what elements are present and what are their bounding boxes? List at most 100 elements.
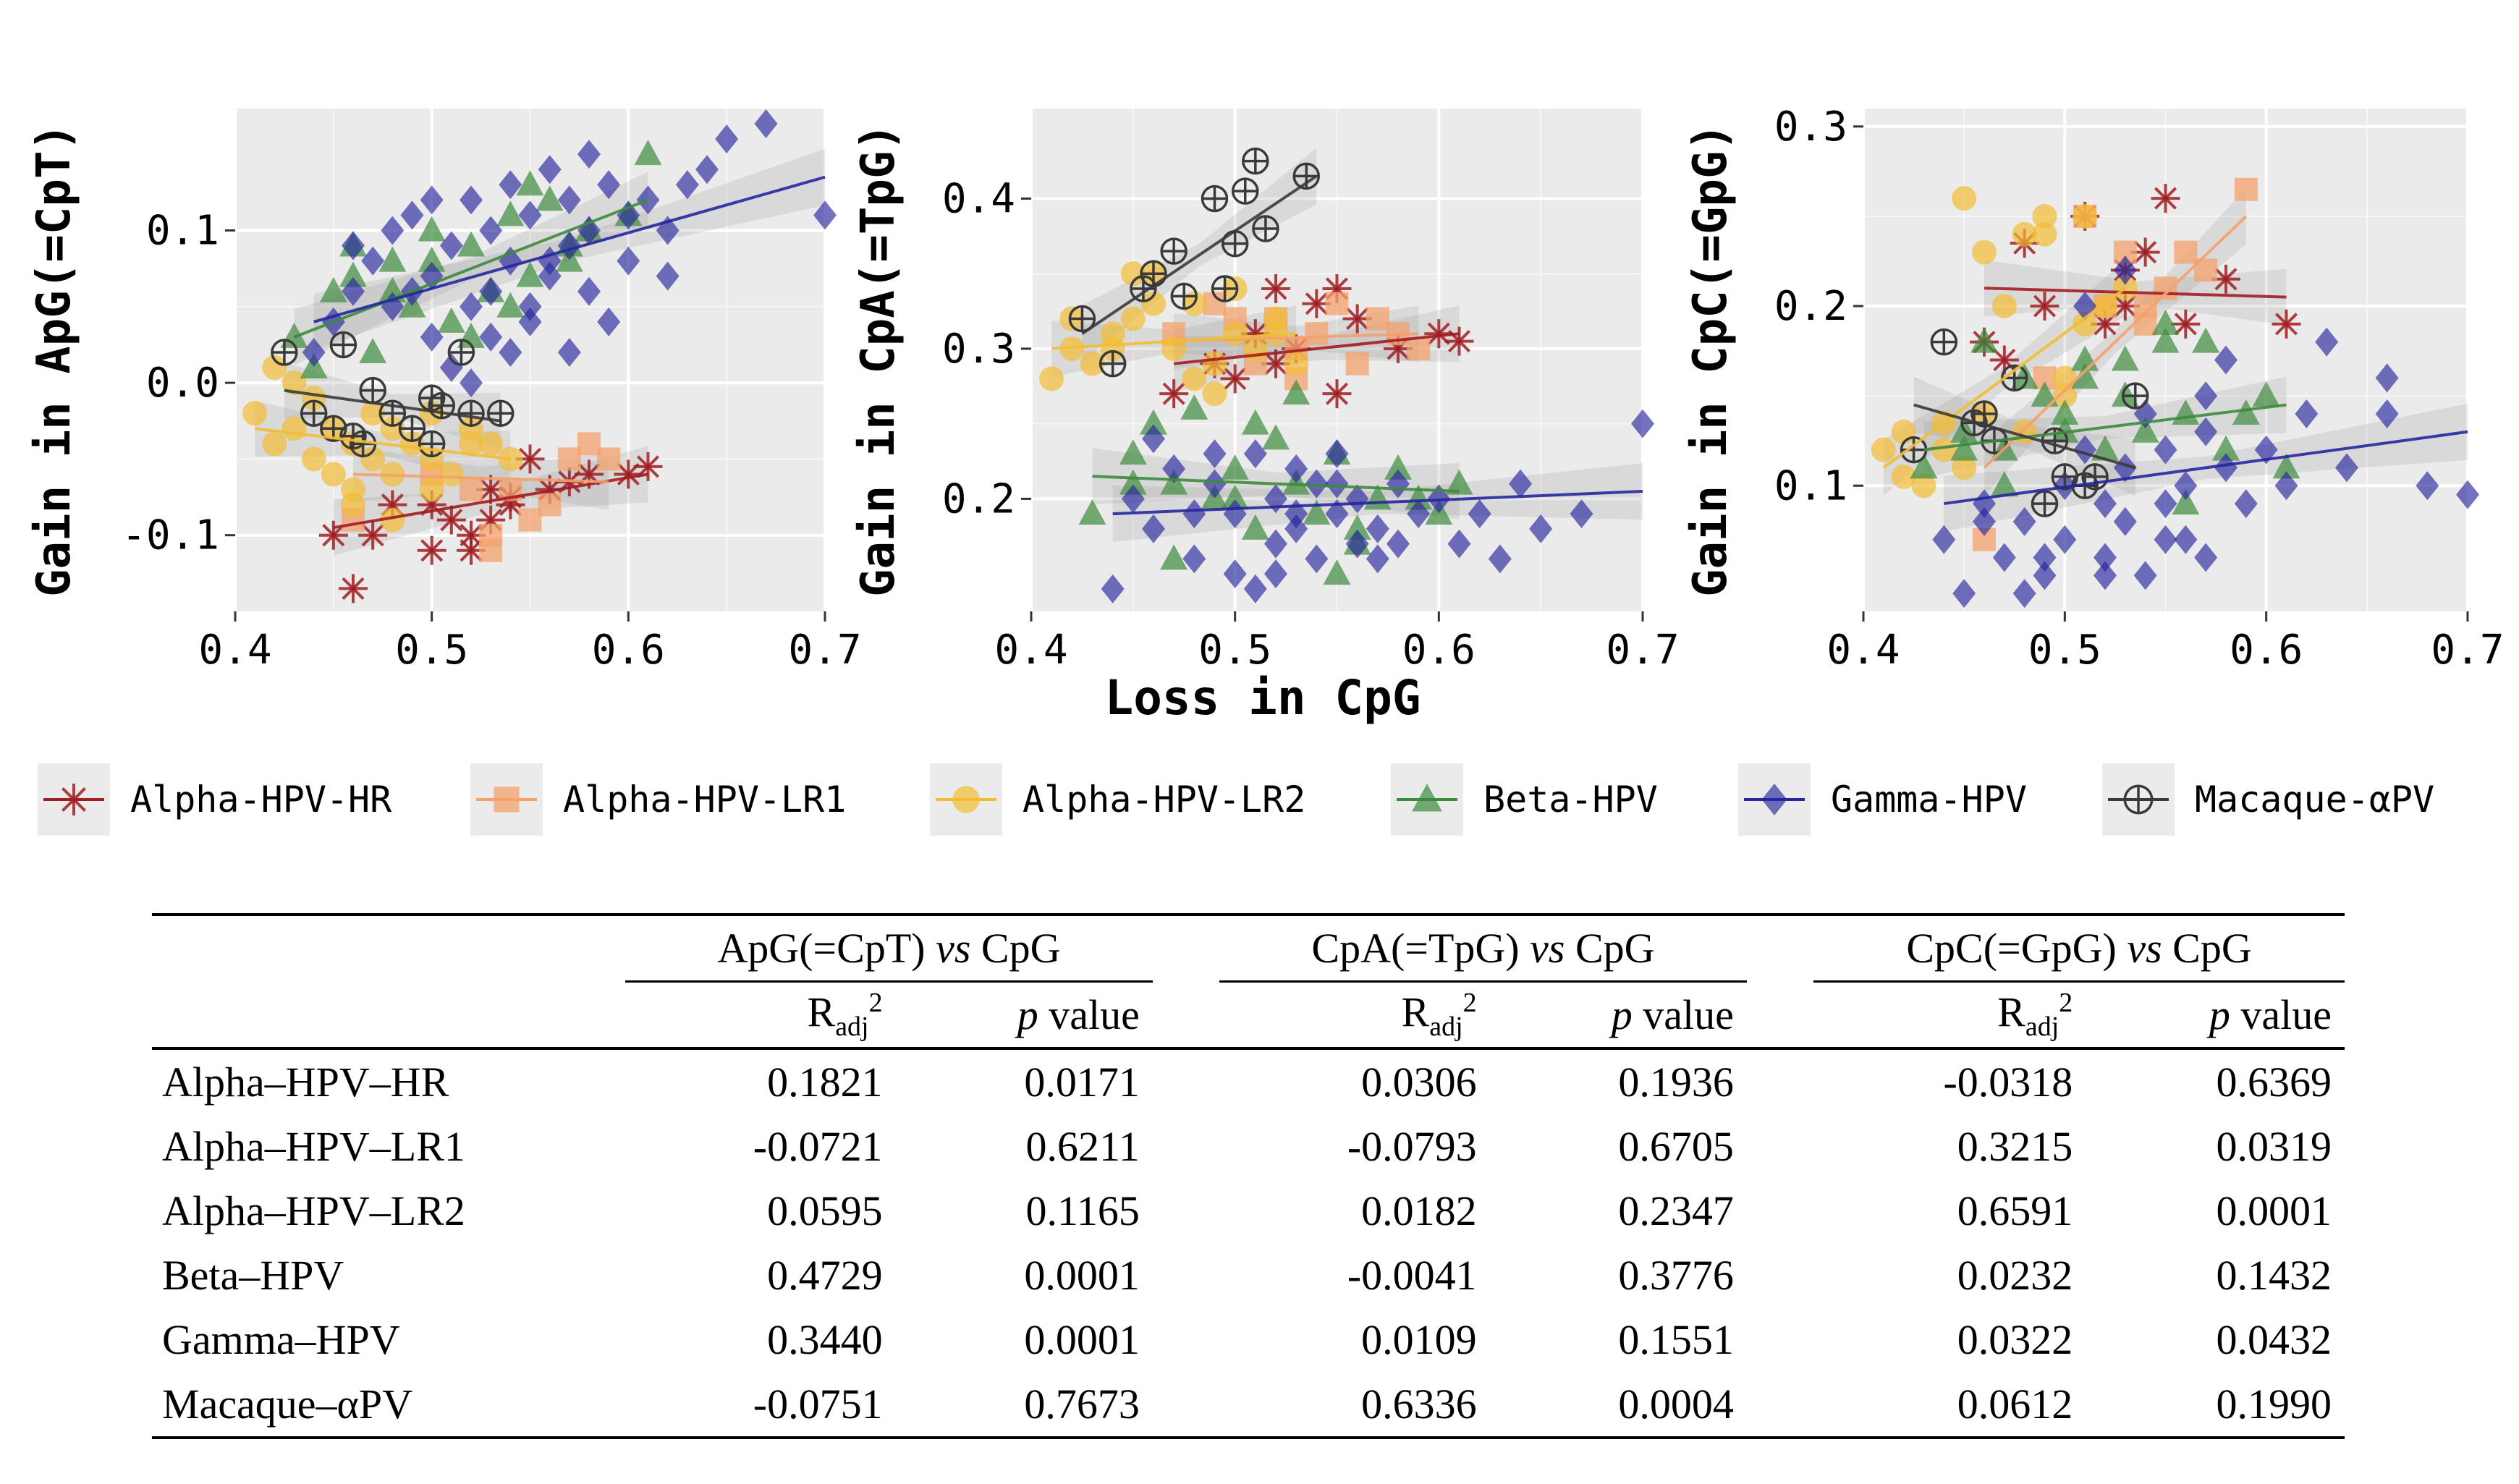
data-point bbox=[329, 331, 357, 359]
data-point bbox=[1444, 326, 1474, 356]
data-point bbox=[399, 431, 425, 457]
data-point bbox=[2031, 490, 2059, 517]
column-header-p-value: p value bbox=[1489, 981, 1747, 1050]
data-point bbox=[339, 574, 368, 603]
fit-line bbox=[1923, 403, 2287, 451]
x-axis-label: Loss in CpG bbox=[1104, 670, 1421, 726]
data-point bbox=[1221, 454, 1249, 480]
data-point bbox=[339, 261, 367, 287]
data-point bbox=[1220, 364, 1250, 394]
data-point bbox=[1221, 484, 1249, 510]
cell-r-squared: 0.3215 bbox=[1957, 1123, 2073, 1170]
data-point bbox=[2172, 489, 2200, 515]
row-label: Alpha–HPV–LR2 bbox=[162, 1187, 465, 1234]
data-point bbox=[439, 231, 463, 260]
cell-p-value: 0.3776 bbox=[1618, 1252, 1734, 1299]
data-point bbox=[487, 399, 515, 427]
cell-p-value: 0.0004 bbox=[1489, 1372, 1747, 1439]
column-gap bbox=[1747, 1179, 1813, 1243]
data-point bbox=[2272, 453, 2300, 479]
data-point bbox=[359, 337, 387, 363]
data-point bbox=[1100, 336, 1125, 361]
x-tick-label: 0.7 bbox=[788, 627, 861, 674]
data-point bbox=[1509, 469, 1532, 499]
legend-label: Gamma-HPV bbox=[1831, 779, 2027, 821]
data-point bbox=[1039, 366, 1064, 391]
y-tick-label: 0.2 bbox=[942, 475, 1015, 522]
x-tick-label: 0.6 bbox=[2230, 627, 2303, 674]
data-point bbox=[2113, 453, 2137, 483]
legend-key-marker bbox=[1412, 784, 1442, 812]
data-point bbox=[577, 432, 601, 456]
scatter-panel-2: 0.4 0.5 0.6 0.7 0.2 0.3 0.4 Gain in CpA(=TpG) bbox=[852, 109, 1680, 674]
data-point bbox=[1284, 514, 1308, 543]
fit-line bbox=[1983, 215, 2248, 469]
data-point bbox=[2093, 543, 2117, 572]
data-point bbox=[459, 431, 483, 457]
table-row: Alpha–HPV–LR2 0.0595 0.1165 0.0182 0.2347 0.6… bbox=[152, 1179, 2345, 1243]
data-point bbox=[535, 185, 564, 211]
data-point bbox=[358, 520, 388, 550]
data-point bbox=[2030, 292, 2059, 321]
data-point bbox=[1223, 559, 1247, 589]
data-point bbox=[1952, 186, 1977, 211]
legend-item: Gamma-HPV bbox=[1738, 763, 2027, 836]
data-point bbox=[2131, 417, 2159, 443]
cell-r-squared: 0.0612 bbox=[1813, 1372, 2086, 1439]
data-point bbox=[1950, 435, 1978, 461]
table-group-header: ApG(=CpT) vs CpG bbox=[625, 913, 1153, 983]
data-point bbox=[1252, 215, 1279, 242]
regression-table: ApG(=CpT) vs CpG CpA(=TpG) vs CpG CpC(=GpG… bbox=[152, 913, 2345, 1439]
data-point bbox=[1202, 381, 1227, 407]
data-point bbox=[1973, 506, 1996, 536]
data-point bbox=[1142, 424, 1165, 454]
data-point bbox=[2111, 345, 2139, 371]
fit-line bbox=[1173, 332, 1460, 365]
data-point bbox=[1284, 351, 1309, 376]
data-point bbox=[1405, 484, 1433, 510]
data-point bbox=[271, 339, 298, 366]
cell-p-value: 0.2347 bbox=[1618, 1187, 1734, 1234]
data-point bbox=[1243, 574, 1267, 603]
data-point bbox=[479, 216, 503, 245]
table-row: Beta–HPV 0.4729 0.0001 -0.0041 0.3776 0.0232 0… bbox=[152, 1243, 2345, 1307]
data-point bbox=[2214, 345, 2238, 375]
data-point bbox=[1932, 525, 1956, 554]
data-point bbox=[2174, 240, 2198, 264]
table-corner bbox=[152, 913, 625, 982]
fit-line bbox=[1112, 490, 1643, 516]
data-point bbox=[360, 401, 386, 426]
data-point bbox=[1119, 439, 1147, 465]
data-point bbox=[1120, 261, 1146, 287]
legend-label: Alpha-HPV-LR1 bbox=[563, 779, 846, 821]
data-point bbox=[2151, 309, 2180, 335]
data-point bbox=[597, 447, 621, 471]
data-point bbox=[1261, 274, 1290, 303]
data-point bbox=[2174, 471, 2198, 501]
data-point bbox=[318, 520, 348, 550]
fit-line bbox=[1081, 174, 1318, 335]
legend-item: Alpha-HPV-LR2 bbox=[930, 763, 1305, 836]
table-row: Macaque–αPV -0.0751 0.7673 0.6336 0.0004 0.06… bbox=[152, 1372, 2345, 1439]
data-point bbox=[2073, 435, 2097, 465]
data-point bbox=[1991, 294, 2017, 319]
cell-r-squared: -0.0041 bbox=[1347, 1252, 1477, 1299]
column-gap bbox=[1747, 1048, 1813, 1114]
column-gap bbox=[1153, 1307, 1219, 1372]
data-point bbox=[2111, 381, 2139, 407]
data-point bbox=[479, 538, 503, 562]
data-point bbox=[1345, 529, 1369, 559]
legend-key-marker bbox=[952, 786, 980, 813]
data-point bbox=[1972, 239, 1997, 265]
data-point bbox=[2194, 381, 2218, 411]
cell-p-value: 0.1165 bbox=[1025, 1187, 1140, 1234]
fit-line bbox=[1092, 475, 1460, 493]
y-tick-label: 0.3 bbox=[1774, 103, 1847, 150]
data-point bbox=[1529, 514, 1553, 543]
data-point bbox=[1631, 409, 1654, 438]
table-group-header: CpA(=TpG) vs CpG bbox=[1219, 913, 1747, 983]
data-point bbox=[1325, 292, 1349, 315]
data-point bbox=[418, 430, 446, 458]
table-row: Gamma–HPV 0.3440 0.0001 0.0109 0.1551 0.0322 0… bbox=[152, 1307, 2345, 1372]
data-point bbox=[1386, 529, 1410, 559]
